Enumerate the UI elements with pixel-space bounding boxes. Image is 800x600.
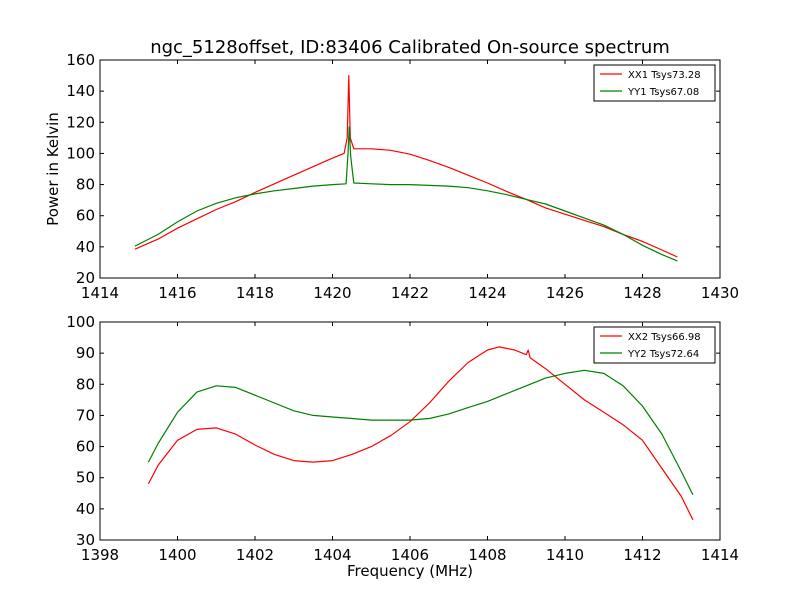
legend-box	[593, 326, 716, 364]
x-tick-label: 1400	[158, 546, 196, 564]
y-tick-label: 60	[76, 207, 95, 225]
x-tick-label: 1404	[313, 546, 351, 564]
x-tick-label: 1410	[546, 546, 584, 564]
y-tick-label: 20	[76, 269, 95, 287]
x-tick-label: 1398	[81, 546, 119, 564]
y-axis-label: Power in Kelvin	[44, 112, 62, 226]
chart-title: ngc_5128offset, ID:83406 Calibrated On-s…	[150, 37, 670, 58]
x-tick-label: 1402	[236, 546, 274, 564]
x-tick-label: 1414	[81, 284, 119, 302]
series-line-2	[147, 369, 694, 496]
y-tick-label: 40	[76, 500, 95, 518]
y-tick-label: 80	[76, 176, 95, 194]
y-tick-label: 120	[66, 113, 95, 131]
legend-label-1: XX2 Tsys66.98	[628, 332, 701, 343]
y-tick-label: 80	[76, 375, 95, 393]
y-tick-label: 90	[76, 344, 95, 362]
y-tick-label: 30	[76, 531, 95, 549]
legend-box	[593, 64, 716, 102]
top-panel: 1414 1416 1418 1420 1422 1424 1426 1428 1430 20 40…	[44, 51, 739, 302]
x-axis-label: Frequency (MHz)	[347, 562, 473, 580]
x-tick-label: 1428	[623, 284, 661, 302]
y-tick-label: 160	[66, 51, 95, 69]
series-line-1	[134, 75, 678, 258]
y-tick-label: 60	[76, 438, 95, 456]
y-tick-label: 40	[76, 238, 95, 256]
y-tick-label: 70	[76, 406, 95, 424]
x-tick-label: 1412	[623, 546, 661, 564]
y-tick-label: 140	[66, 82, 95, 100]
x-tick-label: 1430	[701, 284, 739, 302]
y-tick-label: 50	[76, 469, 95, 487]
series-line-2	[134, 126, 678, 262]
legend-label-2: YY1 Tsys67.08	[627, 87, 699, 98]
x-tick-label: 1416	[158, 284, 196, 302]
x-tick-label: 1408	[468, 546, 506, 564]
legend-label-2: YY2 Tsys72.64	[627, 349, 699, 360]
x-tick-label: 1426	[546, 284, 584, 302]
series-line-1	[147, 346, 694, 521]
x-tick-label: 1418	[236, 284, 274, 302]
x-tick-label: 1414	[701, 546, 739, 564]
bottom-panel: 1398 1400 1402 1404 1406 1408 1410 1412 1414 30 40…	[66, 313, 739, 580]
x-tick-label: 1424	[468, 284, 506, 302]
x-tick-label: 1406	[391, 546, 429, 564]
x-tick-label: 1422	[391, 284, 429, 302]
legend-label-1: XX1 Tsys73.28	[628, 70, 701, 81]
x-tick-label: 1420	[313, 284, 351, 302]
y-tick-label: 100	[66, 144, 95, 162]
y-tick-label: 100	[66, 313, 95, 331]
